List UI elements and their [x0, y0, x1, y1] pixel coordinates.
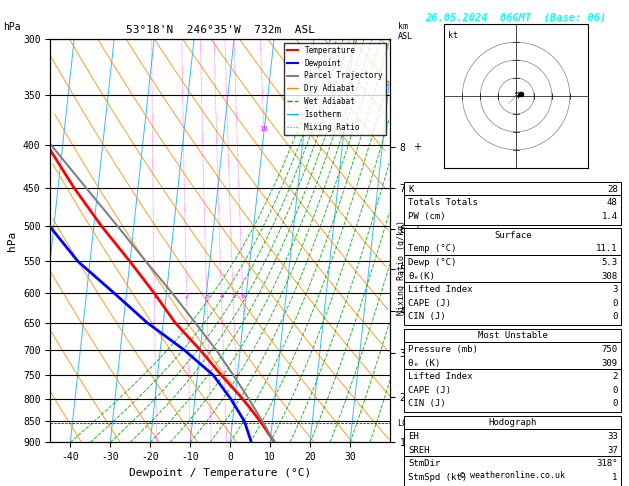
Text: 0: 0	[612, 312, 618, 321]
Text: StmDir: StmDir	[408, 459, 440, 468]
Text: StmSpd (kt): StmSpd (kt)	[408, 473, 467, 482]
Text: 10: 10	[260, 126, 268, 132]
Text: Most Unstable: Most Unstable	[478, 331, 548, 340]
Text: 1: 1	[152, 293, 157, 299]
Text: 750: 750	[601, 345, 618, 354]
Text: EH: EH	[408, 432, 419, 441]
Text: 1.4: 1.4	[601, 212, 618, 221]
Text: 5: 5	[231, 293, 235, 299]
Text: 308: 308	[601, 272, 618, 280]
Text: +: +	[413, 183, 421, 193]
Text: 0: 0	[612, 399, 618, 408]
Text: +: +	[413, 392, 421, 402]
Text: 37: 37	[607, 446, 618, 454]
Text: CIN (J): CIN (J)	[408, 399, 446, 408]
Y-axis label: km
ASL: km ASL	[411, 232, 433, 249]
Text: K: K	[408, 185, 414, 193]
Text: +: +	[413, 306, 421, 316]
Text: Lifted Index: Lifted Index	[408, 372, 473, 381]
Text: 33: 33	[607, 432, 618, 441]
Text: Totals Totals: Totals Totals	[408, 198, 478, 207]
Text: Lifted Index: Lifted Index	[408, 285, 473, 294]
Text: CAPE (J): CAPE (J)	[408, 299, 451, 308]
Text: 2: 2	[184, 293, 189, 299]
Text: 48: 48	[607, 198, 618, 207]
Text: Pressure (mb): Pressure (mb)	[408, 345, 478, 354]
Title: 53°18'N  246°35'W  732m  ASL: 53°18'N 246°35'W 732m ASL	[126, 25, 314, 35]
Text: 5.3: 5.3	[601, 258, 618, 267]
Text: kt: kt	[448, 32, 458, 40]
Text: Hodograph: Hodograph	[489, 418, 537, 427]
X-axis label: Dewpoint / Temperature (°C): Dewpoint / Temperature (°C)	[129, 468, 311, 478]
Text: hPa: hPa	[3, 22, 21, 32]
Text: Surface: Surface	[494, 231, 532, 240]
Text: 0: 0	[612, 386, 618, 395]
Text: 28: 28	[607, 185, 618, 193]
Text: 6: 6	[241, 293, 245, 299]
Text: 318°: 318°	[596, 459, 618, 468]
Text: Dewp (°C): Dewp (°C)	[408, 258, 457, 267]
Text: Temp (°C): Temp (°C)	[408, 244, 457, 253]
Text: LCL: LCL	[397, 419, 412, 428]
Text: +: +	[413, 224, 421, 234]
Text: 1: 1	[612, 473, 618, 482]
Text: © weatheronline.co.uk: © weatheronline.co.uk	[460, 471, 565, 480]
Text: 26.05.2024  06GMT  (Base: 06): 26.05.2024 06GMT (Base: 06)	[425, 12, 606, 22]
Text: +: +	[413, 437, 421, 447]
Text: 309: 309	[601, 359, 618, 367]
Text: CAPE (J): CAPE (J)	[408, 386, 451, 395]
Text: 4: 4	[220, 293, 223, 299]
Text: PW (cm): PW (cm)	[408, 212, 446, 221]
Text: 0: 0	[612, 299, 618, 308]
Text: CIN (J): CIN (J)	[408, 312, 446, 321]
Text: SREH: SREH	[408, 446, 430, 454]
Text: θₑ (K): θₑ (K)	[408, 359, 440, 367]
Text: +: +	[413, 142, 421, 152]
Text: km
ASL: km ASL	[398, 22, 413, 41]
Text: θₑ(K): θₑ(K)	[408, 272, 435, 280]
Text: 3: 3	[612, 285, 618, 294]
Y-axis label: hPa: hPa	[8, 230, 18, 251]
Text: 3: 3	[204, 293, 209, 299]
Legend: Temperature, Dewpoint, Parcel Trajectory, Dry Adiabat, Wet Adiabat, Isotherm, Mi: Temperature, Dewpoint, Parcel Trajectory…	[284, 43, 386, 135]
Text: 2: 2	[612, 372, 618, 381]
Text: +: +	[413, 348, 421, 358]
Text: Mixing Ratio (g/kg): Mixing Ratio (g/kg)	[397, 220, 406, 315]
Text: +: +	[413, 264, 421, 275]
Text: 11.1: 11.1	[596, 244, 618, 253]
